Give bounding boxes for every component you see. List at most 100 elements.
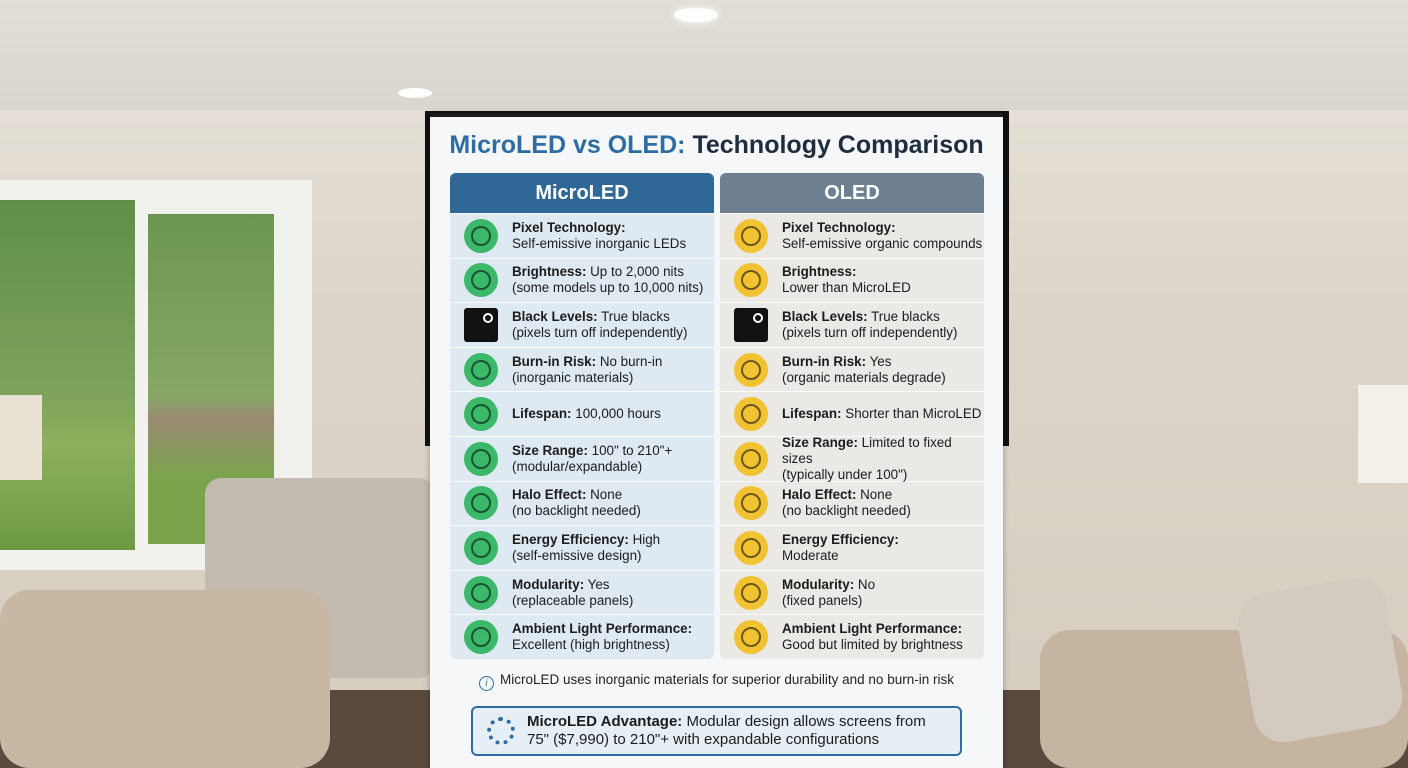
row-detail: (no backlight needed) — [782, 503, 911, 519]
row-label: Halo Effect: — [782, 487, 857, 503]
column-header: OLED — [720, 173, 984, 213]
row: Lifespan: 100,000 hours — [450, 391, 714, 436]
row-text: Lifespan: 100,000 hours — [512, 406, 661, 422]
row-detail: (replaceable panels) — [512, 592, 634, 608]
row-line: Black Levels: True blacks — [512, 309, 687, 325]
icon — [734, 486, 768, 521]
sofa — [0, 590, 330, 768]
row-text: Modularity: No (fixed panels) — [782, 577, 875, 609]
row-label: Energy Efficiency: — [782, 531, 899, 547]
row-label: Lifespan: — [512, 406, 572, 422]
light — [674, 8, 718, 22]
icon-glyph — [741, 359, 761, 380]
row-label: Modularity: — [782, 576, 855, 592]
row-label: Ambient Light Performance: — [512, 621, 693, 637]
row-label: Brightness: — [782, 264, 857, 280]
row-value: Yes — [869, 353, 892, 369]
row-line: Energy Efficiency: — [782, 532, 899, 548]
icon — [734, 218, 768, 253]
row-label: Size Range: — [782, 434, 858, 450]
row-value: None — [590, 487, 623, 503]
row-text: Pixel Technology: Self-emissive inorganic… — [512, 220, 686, 252]
row-line: Modularity: Yes — [512, 577, 633, 593]
row-label: Modularity: — [512, 576, 585, 592]
row-text: Burn-in Risk: Yes (organic materials degr… — [782, 354, 946, 386]
icon — [464, 575, 498, 610]
icon-glyph — [483, 312, 493, 323]
title-rest: Technology Comparison — [692, 131, 984, 159]
row-detail: Lower than MicroLED — [782, 280, 911, 296]
icon-glyph — [471, 582, 491, 603]
comparison-panel: MicroLED vs OLED: Technology Comparison … — [430, 113, 1003, 768]
gear-icon — [487, 717, 515, 745]
row-line: Energy Efficiency: High — [512, 532, 660, 548]
row-detail: (fixed panels) — [782, 592, 863, 608]
icon-glyph — [471, 493, 491, 514]
row-text: Size Range: 100" to 210"+ (modular/expand… — [512, 443, 672, 475]
row-text: Energy Efficiency: High (self-emissive de… — [512, 532, 660, 564]
row: Burn-in Risk: Yes (organic materials degr… — [720, 346, 984, 392]
row-line: Ambient Light Performance: — [782, 621, 963, 637]
row-value: Yes — [587, 576, 610, 592]
row-label: Ambient Light Performance: — [782, 621, 963, 637]
row-detail: (modular/expandable) — [512, 458, 643, 474]
row: Ambient Light Performance: Excellent (hig… — [450, 614, 714, 659]
row-label: Black Levels: — [512, 308, 598, 324]
row: Black Levels: True blacks (pixels turn of… — [720, 302, 984, 347]
advantage-label: MicroLED Advantage: — [527, 713, 683, 730]
icon — [464, 486, 498, 521]
icon — [734, 397, 768, 432]
row-value: High — [632, 531, 661, 547]
row-value: None — [860, 487, 893, 503]
row-line: Lifespan: Shorter than MicroLED — [782, 406, 981, 422]
icon — [464, 397, 498, 432]
icon — [734, 352, 768, 387]
row-label: Size Range: — [512, 442, 588, 458]
note-text: MicroLED uses inorganic materials for su… — [500, 672, 954, 687]
icon-glyph — [471, 448, 491, 469]
icon — [464, 263, 498, 298]
row-text: Pixel Technology: Self-emissive organic c… — [782, 220, 982, 252]
column: OLED Pixel Technology: Self-emissive organ… — [720, 173, 984, 659]
row: Halo Effect: None (no backlight needed) — [450, 480, 714, 526]
row-detail: (some models up to 10,000 nits) — [512, 280, 704, 296]
icon — [464, 352, 498, 387]
row-detail: (pixels turn off independently) — [782, 324, 958, 340]
row-label: Brightness: — [512, 264, 587, 280]
icon — [464, 441, 498, 476]
icon-glyph — [471, 537, 491, 558]
icon — [734, 620, 768, 655]
lamp — [1358, 385, 1408, 483]
row: Halo Effect: None (no backlight needed) — [720, 480, 984, 526]
row-label: Burn-in Risk: — [782, 353, 867, 369]
icon-glyph — [471, 225, 491, 246]
row-line: Pixel Technology: — [782, 220, 982, 236]
row-value: True blacks — [601, 308, 670, 324]
row-line: Burn-in Risk: No burn-in — [512, 354, 662, 370]
icon — [734, 307, 768, 342]
row: Modularity: Yes (replaceable panels) — [450, 569, 714, 615]
row-detail: (inorganic materials) — [512, 369, 634, 385]
row-line: Pixel Technology: — [512, 220, 686, 236]
row-value: Limited to fixed sizes — [782, 434, 952, 466]
row-line: Halo Effect: None — [512, 487, 641, 503]
row: Size Range: 100" to 210"+ (modular/expand… — [450, 435, 714, 481]
row-value: 100,000 hours — [575, 406, 661, 422]
row-text: Brightness: Up to 2,000 nits (some models… — [512, 264, 703, 296]
row-value: Up to 2,000 nits — [590, 264, 684, 280]
row-detail: Self-emissive inorganic LEDs — [512, 235, 687, 251]
row-value: No — [857, 576, 876, 592]
row: Brightness: Up to 2,000 nits (some models… — [450, 257, 714, 303]
row: Lifespan: Shorter than MicroLED — [720, 391, 984, 436]
row-line: Brightness: — [782, 264, 911, 280]
info-icon: i — [479, 676, 495, 691]
row-value: Shorter than MicroLED — [845, 406, 982, 422]
row-detail: Self-emissive organic compounds — [782, 235, 983, 251]
icon — [464, 307, 498, 342]
row-detail: Good but limited by brightness — [782, 637, 963, 653]
row: Size Range: Limited to fixed sizes (typic… — [720, 434, 984, 482]
row-line: Lifespan: 100,000 hours — [512, 406, 661, 422]
row-line: Black Levels: True blacks — [782, 309, 957, 325]
row: Brightness: Lower than MicroLED — [720, 257, 984, 303]
row-label: Pixel Technology: — [782, 219, 896, 235]
